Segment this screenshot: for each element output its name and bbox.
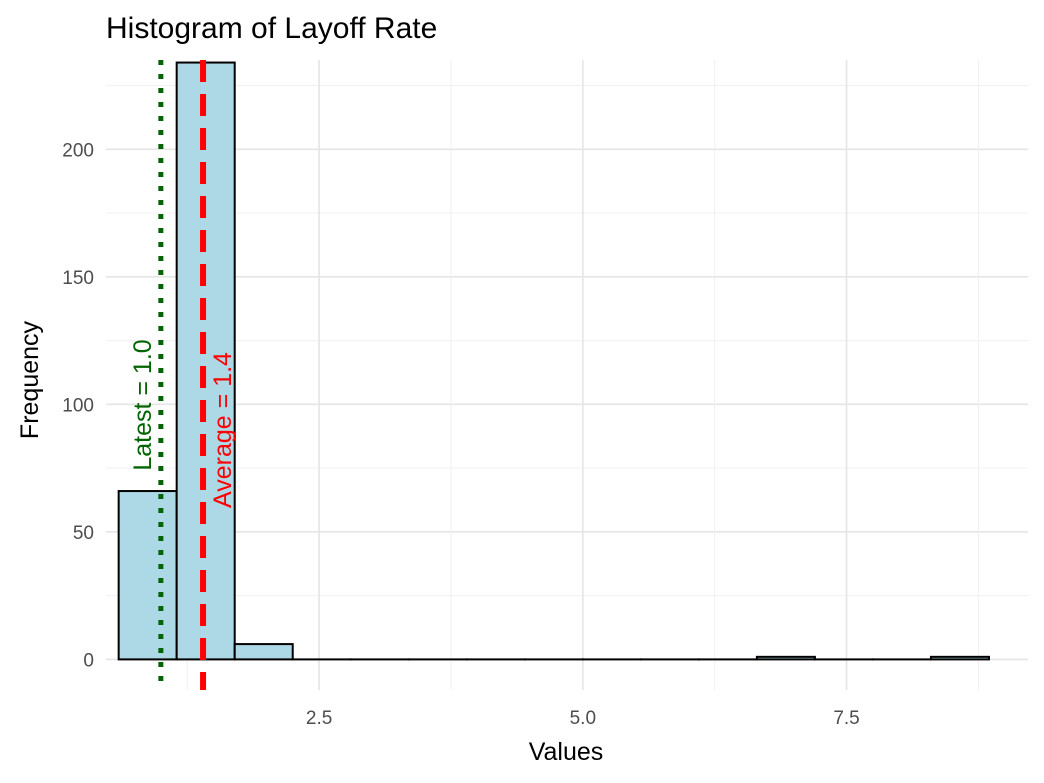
bars	[117, 61, 990, 661]
y-tick-label: 0	[83, 650, 94, 671]
y-tick-label: 50	[73, 523, 94, 544]
y-tick-label: 200	[62, 140, 94, 161]
y-tick-label: 150	[62, 268, 94, 289]
tick-labels: 0 50 100 150 200 2.5 5.0 7.5	[62, 140, 859, 729]
histogram-bar	[233, 643, 294, 661]
histogram-bar	[755, 655, 816, 661]
average-label: Average = 1.4	[209, 352, 237, 508]
y-axis-title: Frequency	[16, 320, 44, 439]
grid	[106, 60, 1028, 690]
x-axis-title: Values	[529, 738, 604, 766]
histogram-bar	[117, 490, 178, 661]
x-tick-label: 7.5	[833, 708, 859, 729]
chart-title: Histogram of Layoff Rate	[106, 12, 438, 45]
y-tick-label: 100	[62, 395, 94, 416]
x-tick-label: 2.5	[306, 708, 332, 729]
latest-label: Latest = 1.0	[129, 339, 157, 470]
reference-lines: Latest = 1.0 Average = 1.4	[129, 60, 237, 690]
histogram-bar	[929, 655, 990, 661]
x-tick-label: 5.0	[570, 708, 596, 729]
